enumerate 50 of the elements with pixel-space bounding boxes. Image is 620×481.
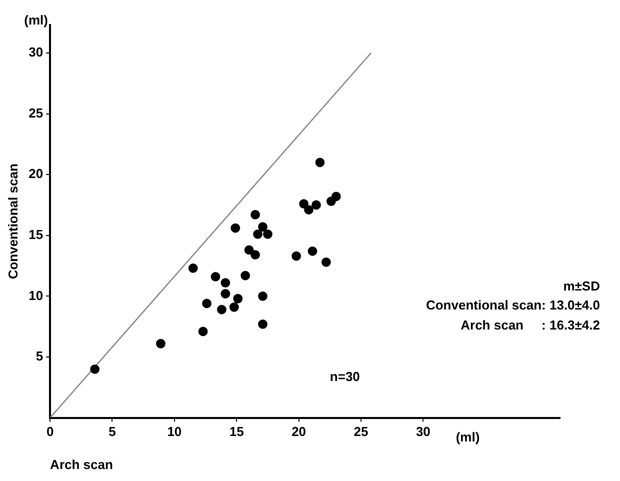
point (229, 302, 239, 312)
point (253, 229, 262, 239)
point (244, 245, 254, 255)
y-tick-label: 5 (36, 348, 44, 364)
point (312, 200, 321, 210)
y-tick-label: 30 (28, 44, 44, 60)
x-tick-label: 25 (354, 424, 368, 440)
point (198, 326, 208, 336)
point (233, 294, 243, 304)
x-tick-label: 30 (416, 424, 430, 440)
y-tick-label: 20 (28, 166, 44, 182)
point (321, 257, 331, 267)
point (258, 319, 268, 329)
x-tick-label: 20 (292, 424, 306, 440)
point (217, 304, 226, 314)
point (308, 246, 318, 256)
point (202, 298, 212, 308)
x-tick-label: 0 (46, 424, 54, 440)
y-tick-label: 15 (28, 226, 44, 242)
x-tick-label: 5 (108, 424, 116, 440)
point (90, 364, 100, 374)
y-tick-label: 25 (28, 105, 44, 120)
annotation: Conventional scan: 13.0±4.0 (426, 298, 600, 313)
x-axis-title: Arch scan (50, 456, 113, 472)
point (188, 264, 198, 273)
x-tick-label: 10 (167, 424, 182, 440)
y-axis-title: Conventional scan (5, 164, 20, 280)
point (258, 222, 268, 232)
text: (ml) (456, 429, 480, 444)
x-tick-label: 15 (229, 424, 244, 440)
y-tick-label: 10 (28, 288, 44, 303)
annotation: n=30 (330, 369, 360, 384)
point (230, 223, 240, 233)
point (263, 229, 272, 239)
point (292, 251, 302, 261)
point (304, 205, 314, 215)
point (315, 158, 325, 168)
text: m±SD (563, 278, 600, 294)
point (156, 338, 166, 348)
point (250, 250, 260, 260)
point (299, 199, 308, 208)
point (220, 289, 230, 298)
point (250, 210, 260, 220)
annotation: Arch scan : 16.3±4.2 (460, 318, 600, 333)
point (240, 270, 250, 280)
point (220, 278, 230, 288)
text: (ml) (24, 12, 48, 28)
point (331, 192, 341, 202)
point (258, 291, 268, 301)
point (210, 272, 220, 282)
